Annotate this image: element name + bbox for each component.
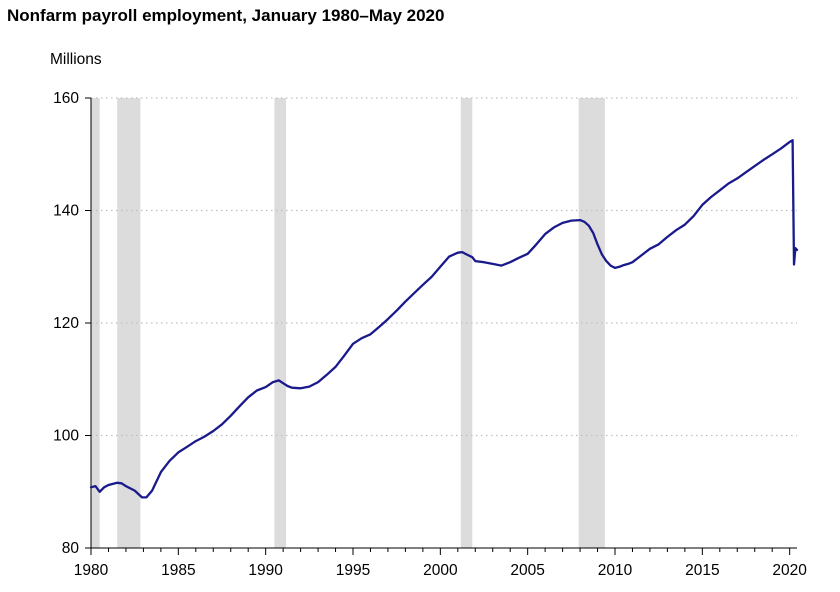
x-tick-label-2020: 2020 <box>772 562 807 579</box>
recession-band-1 <box>91 98 100 548</box>
recession-band-3 <box>274 98 287 548</box>
y-axis-unit-label: Millions <box>50 51 102 68</box>
x-tick-label-2005: 2005 <box>510 562 544 579</box>
axes: 80 100 120 140 160 1980 1985 1990 1995 2000 2005 20… <box>53 90 807 579</box>
x-tick-label-1990: 1990 <box>248 562 283 579</box>
y-tick-label-80: 80 <box>62 540 80 557</box>
employment-series-line <box>89 139 799 499</box>
y-tick-label-160: 160 <box>53 90 79 107</box>
recession-bands <box>91 98 605 548</box>
x-tick-label-1980: 1980 <box>74 562 109 579</box>
y-tick-label-120: 120 <box>53 315 79 332</box>
x-tick-label-2000: 2000 <box>423 562 458 579</box>
y-tick-label-100: 100 <box>53 428 79 445</box>
recession-band-2 <box>117 98 141 548</box>
gridlines <box>91 97 797 437</box>
x-tick-label-1995: 1995 <box>336 562 370 579</box>
x-tick-label-1985: 1985 <box>161 562 195 579</box>
x-tick-label-2010: 2010 <box>598 562 633 579</box>
chart-title: Nonfarm payroll employment, January 1980… <box>7 6 445 25</box>
x-tick-label-2015: 2015 <box>685 562 719 579</box>
series <box>89 139 799 499</box>
y-tick-label-140: 140 <box>53 203 79 220</box>
